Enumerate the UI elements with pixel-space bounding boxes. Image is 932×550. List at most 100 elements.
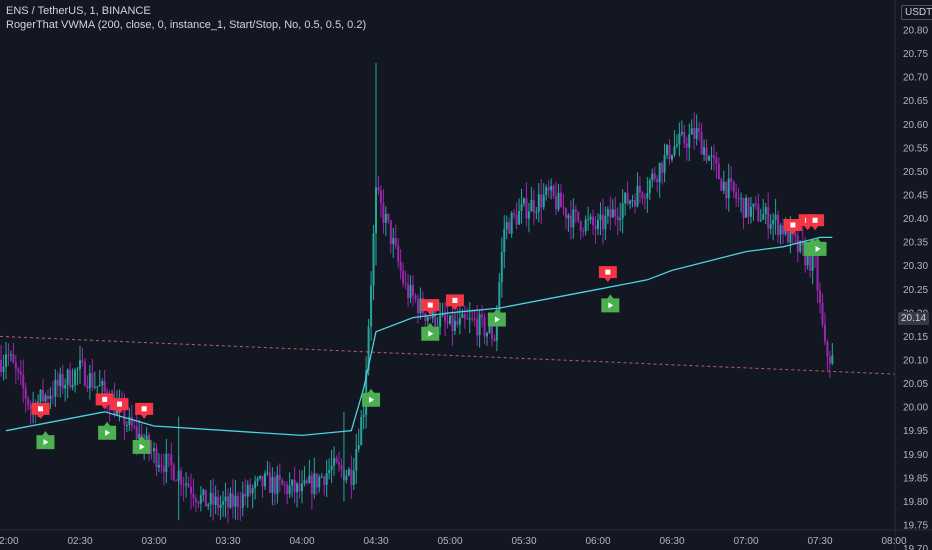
candle-body <box>81 360 84 363</box>
candle-body <box>199 495 202 504</box>
candle-body <box>330 465 333 471</box>
start-signal-marker <box>808 237 827 256</box>
candle-body <box>515 214 518 225</box>
vwma-line <box>5 236 833 437</box>
candle-body <box>51 395 54 397</box>
candle-body <box>291 479 294 486</box>
candle-body <box>527 211 530 219</box>
time-tick-label: 03:00 <box>141 536 166 547</box>
candle-body <box>412 284 414 296</box>
candle-body <box>579 221 582 232</box>
candle-body <box>185 483 188 485</box>
candle-body <box>564 208 567 219</box>
candle-body <box>777 214 780 235</box>
candle-body <box>162 466 165 472</box>
candle-body <box>782 225 784 235</box>
candle-body <box>19 371 22 375</box>
candle-body <box>251 488 254 494</box>
candle-body <box>500 252 503 283</box>
chart-legend: ENS / TetherUS, 1, BINANCE RogerThat VWM… <box>6 4 366 32</box>
stop-icon <box>427 302 433 308</box>
candle-body <box>698 128 701 133</box>
candle-body <box>155 448 158 468</box>
price-tick-label: 20.50 <box>903 167 928 178</box>
candle-body <box>530 199 533 212</box>
last-price-dashed-line <box>0 335 896 375</box>
time-tick-label: 05:00 <box>437 536 462 547</box>
start-signal-marker <box>98 421 117 440</box>
candle-body <box>819 290 821 303</box>
play-icon <box>494 316 500 323</box>
candle-body <box>29 405 32 409</box>
candle-body <box>231 493 234 507</box>
candle-body <box>61 374 64 389</box>
candle-body <box>779 225 782 235</box>
candle-body <box>680 131 683 134</box>
candle-body <box>493 339 496 341</box>
play-icon <box>369 396 375 403</box>
candle-body <box>799 240 802 252</box>
candle-body <box>429 317 432 319</box>
candle-body <box>268 472 271 493</box>
candle-body <box>202 489 205 496</box>
candle-body <box>108 402 111 411</box>
candle-body <box>130 416 133 426</box>
price-tick-label: 19.90 <box>903 450 928 461</box>
candle-body <box>451 315 454 332</box>
candle-body <box>574 209 577 212</box>
candle-body <box>39 389 42 402</box>
candle-body <box>441 314 444 316</box>
candle-body <box>204 489 207 507</box>
candle-body <box>510 212 513 234</box>
time-tick-label: 06:00 <box>585 536 610 547</box>
candle-body <box>71 385 74 387</box>
candle-body <box>481 314 484 318</box>
stop-signal-marker <box>110 398 129 415</box>
candle-body <box>278 474 281 480</box>
candle-body <box>303 480 306 484</box>
candle-body <box>362 414 365 417</box>
price-tick-label: 20.65 <box>903 96 928 107</box>
candle-body <box>209 492 212 505</box>
candle-body <box>661 163 664 173</box>
candle-body <box>424 313 427 321</box>
candle-body <box>286 484 289 495</box>
candle-body <box>313 473 316 495</box>
last-price-line-layer <box>0 335 896 375</box>
price-tick-label: 20.10 <box>903 355 928 366</box>
candle-body <box>190 486 192 494</box>
candle-body <box>407 284 410 299</box>
candle-body <box>646 192 649 199</box>
indicator-title[interactable]: RogerThat VWMA (200, close, 0, instance_… <box>6 19 367 31</box>
candle-body <box>708 156 710 161</box>
candle-body <box>821 302 824 325</box>
candle-body <box>222 501 225 505</box>
candle-body <box>2 366 5 372</box>
candle-body <box>308 475 311 483</box>
candle-body <box>167 453 170 455</box>
candle-body <box>123 405 126 426</box>
last-price-tag: 20.14 <box>898 312 929 325</box>
candle-body <box>157 465 160 468</box>
candle-body <box>611 209 614 218</box>
candle-body <box>227 496 229 508</box>
candle-body <box>338 462 340 465</box>
candle-body <box>367 326 370 371</box>
candle-body <box>254 481 257 489</box>
candle-body <box>466 318 469 320</box>
candle-body <box>705 147 708 161</box>
candle-body <box>700 132 703 155</box>
symbol-title[interactable]: ENS / TetherUS, 1, BINANCE <box>6 5 151 17</box>
candle-body <box>318 476 321 488</box>
candle-body <box>187 483 190 487</box>
candle-body <box>688 134 691 148</box>
price-tick-label: 19.70 <box>903 544 928 550</box>
start-signal-flag <box>808 237 827 256</box>
price-tick-label: 20.60 <box>903 120 928 131</box>
candle-body <box>276 474 279 494</box>
time-axis[interactable]: 02:00 02:30 03:00 03:30 04:00 04:30 05:00 05:30… <box>0 536 907 547</box>
currency-badge[interactable]: USDT <box>901 5 932 20</box>
